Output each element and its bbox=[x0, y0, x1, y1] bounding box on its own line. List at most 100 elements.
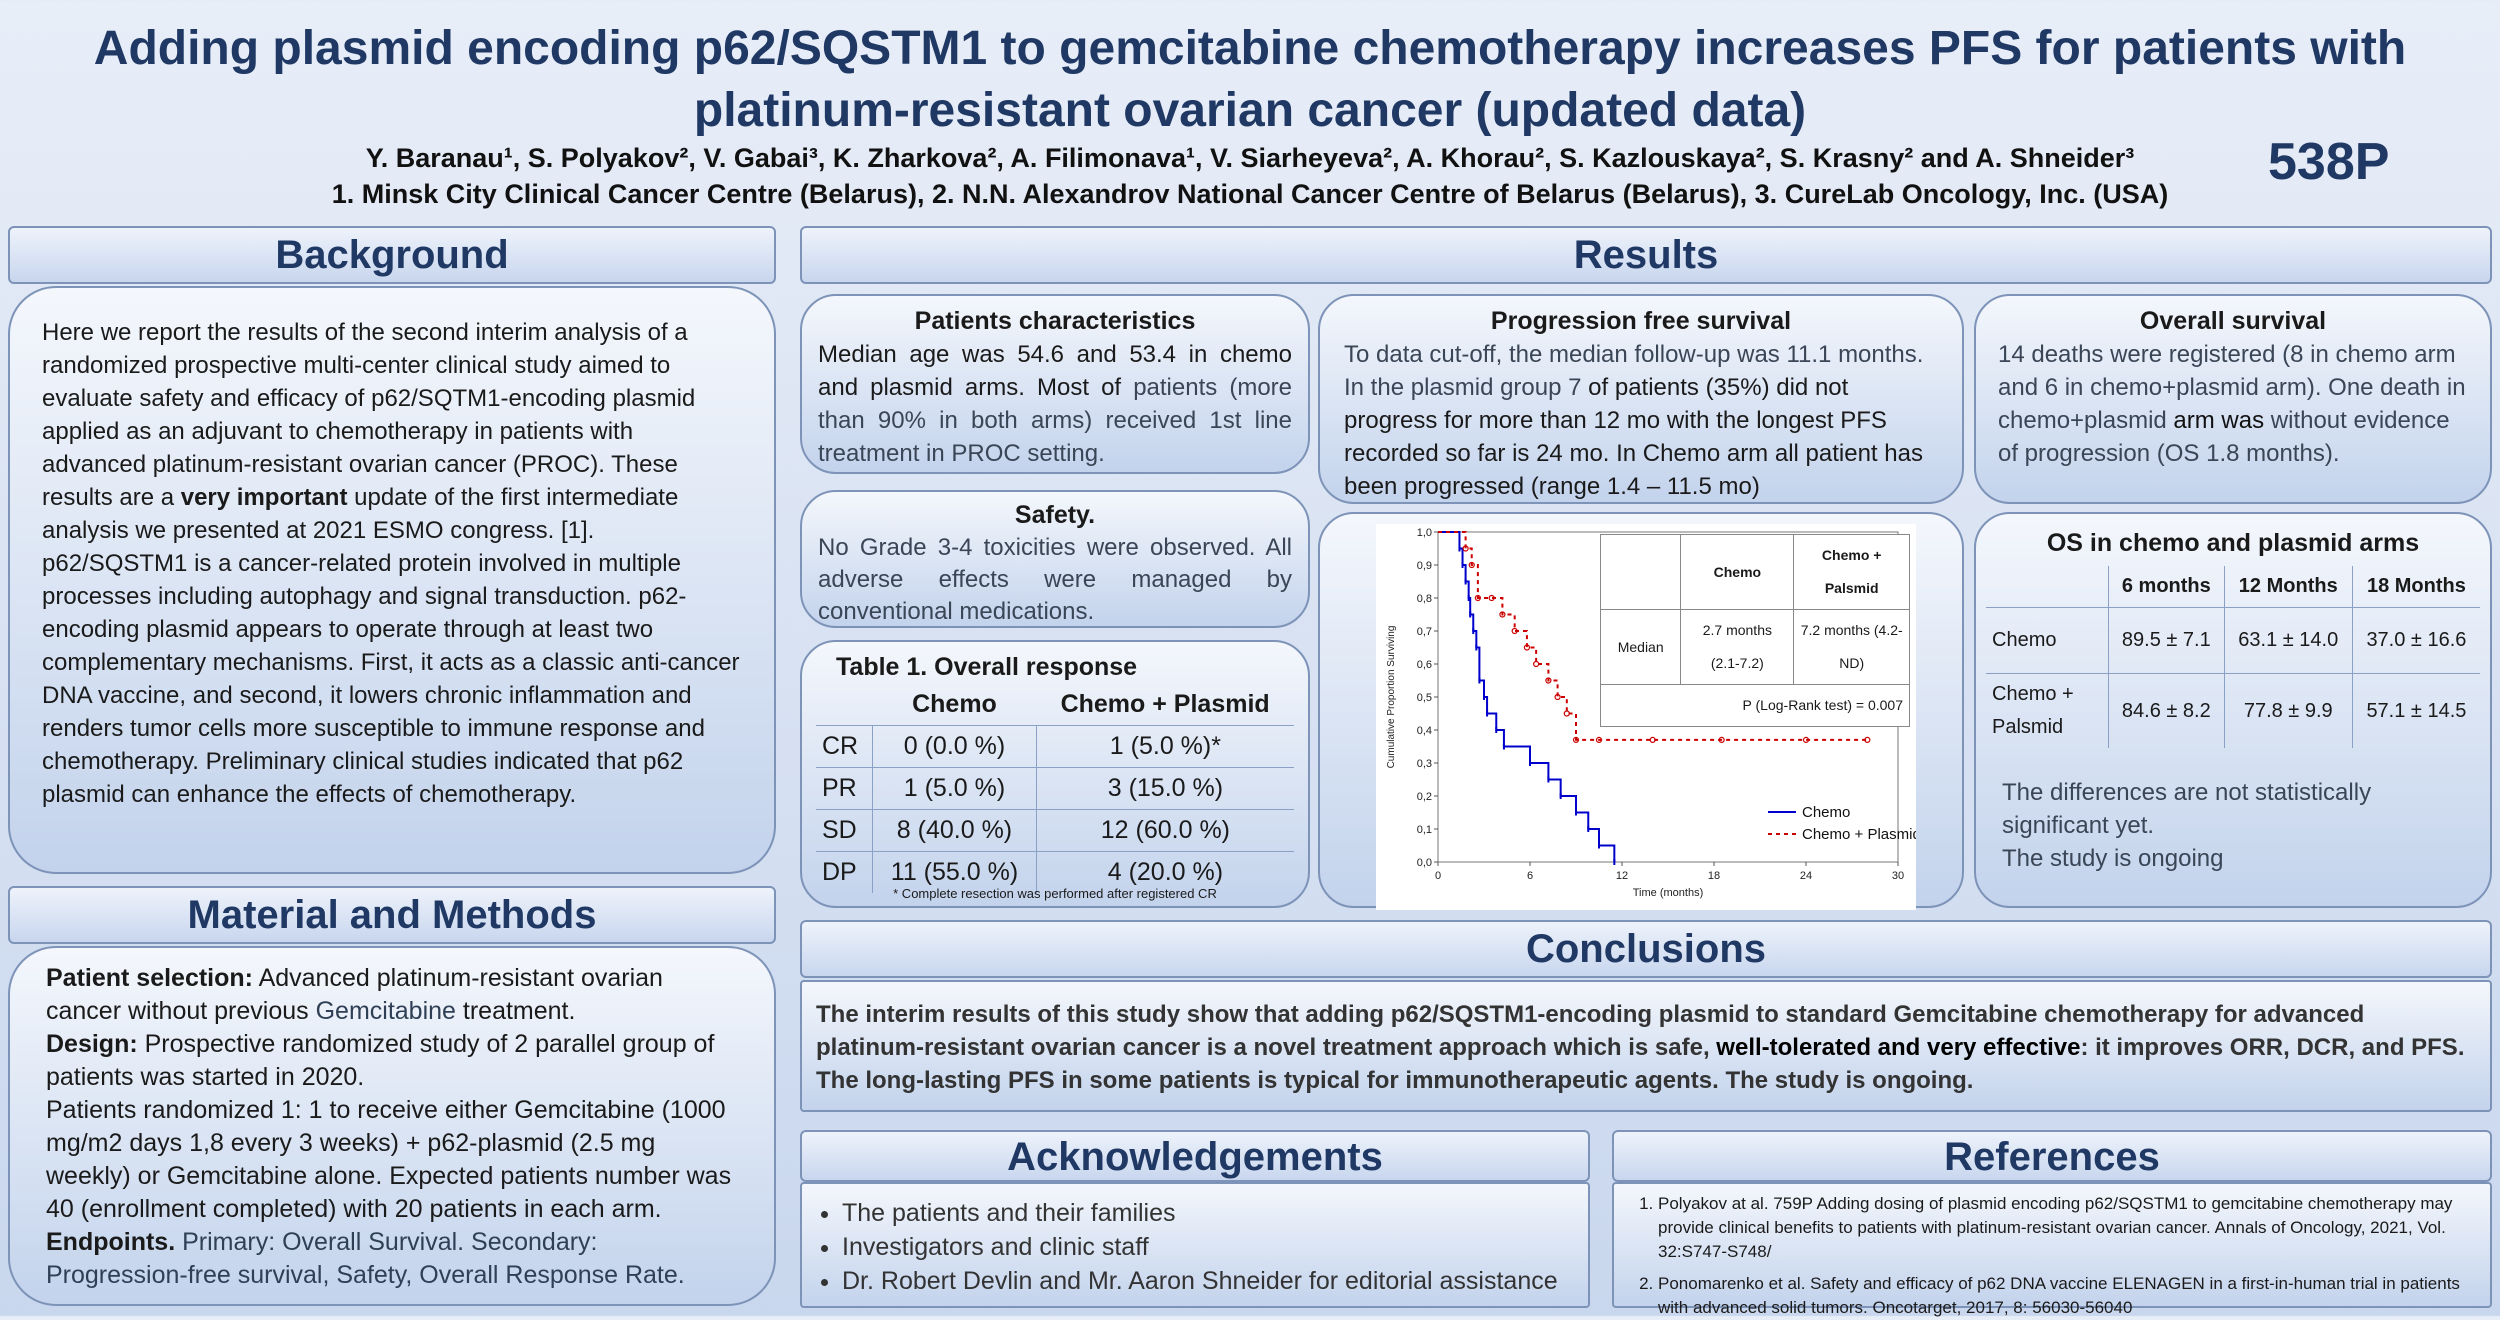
km-plot: 0,0 0,1 0,2 0,3 0,4 0,5 0,6 0,7 0,8 0,9 1,0 0 6 12 18 2… bbox=[1386, 527, 1916, 899]
response-footnote: * Complete resection was performed after… bbox=[893, 886, 1217, 901]
median-table: Chemo Chemo + Palsmid Median 2.7 months … bbox=[1599, 534, 1910, 727]
os-table: 6 months 12 Months 18 Months Chemo 89.5 … bbox=[1986, 566, 2480, 748]
cell-plasmid: 4 (20.0 %) bbox=[1035, 851, 1294, 893]
x-axis-label: Time (months) bbox=[1633, 887, 1704, 899]
ack-box: The patients and their families Investig… bbox=[800, 1182, 1590, 1308]
x-tick-label: 24 bbox=[1800, 870, 1812, 882]
response-title: Table 1. Overall response bbox=[836, 653, 1138, 681]
col-chemo: Chemo bbox=[912, 690, 997, 718]
title-line-2: platinum-resistant ovarian cancer (updat… bbox=[693, 84, 1807, 137]
endpoints-text: Primary: Overall Survival. Secondary: Pr… bbox=[46, 1228, 685, 1289]
y-axis-label: Cumulative Proportion Surviving bbox=[1386, 626, 1397, 769]
row-label: DP bbox=[816, 851, 873, 893]
background-text: Here we report the results of the second… bbox=[42, 316, 742, 811]
background-text-part: update of the first intermediate analysi… bbox=[42, 484, 740, 808]
data-point bbox=[1545, 677, 1552, 684]
x-tick-label: 6 bbox=[1527, 870, 1533, 882]
sel-text: Advanced platinum-resistant ovarian canc… bbox=[46, 964, 663, 1025]
pfs-text-a: To data cut-off, the median follow-up wa… bbox=[1344, 341, 1924, 401]
os-notes: The differences are not statistically si… bbox=[1986, 776, 2480, 875]
pfs-text-b: of patients (35%) did not progress for m… bbox=[1344, 374, 1923, 500]
references-list: Polyakov at al. 759P Adding dosing of pl… bbox=[1624, 1192, 2480, 1320]
km-chart: 0,0 0,1 0,2 0,3 0,4 0,5 0,6 0,7 0,8 0,9 1,0 0 6 12 18 2… bbox=[1376, 524, 1916, 910]
legend-label: Chemo + Plasmid bbox=[1802, 826, 1916, 843]
data-point bbox=[1554, 693, 1561, 701]
os-note-1: The differences are not statistically si… bbox=[2002, 779, 2372, 839]
pfs-text: To data cut-off, the median follow-up wa… bbox=[1344, 338, 1938, 503]
pvalue-row: P (Log-Rank test) = 0.007 bbox=[1600, 684, 1910, 727]
row-label: SD bbox=[816, 809, 873, 852]
series-line-plasmid bbox=[1438, 531, 1868, 741]
cell-chemo: 11 (55.0 %) bbox=[872, 851, 1037, 893]
os-row-label: Chemo bbox=[1986, 607, 2109, 674]
cell-chemo: 8 (40.0 %) bbox=[872, 809, 1037, 852]
authors: Y. Baranau¹, S. Polyakov², V. Gabai³, K.… bbox=[365, 143, 2135, 173]
ack-heading: Acknowledgements bbox=[800, 1130, 1590, 1182]
background-heading: Background bbox=[8, 226, 776, 284]
data-point bbox=[1468, 561, 1475, 569]
ack-list: The patients and their families Investig… bbox=[816, 1196, 1574, 1298]
p-value: P (Log-Rank test) = 0.007 bbox=[1600, 684, 1910, 727]
list-item: Dr. Robert Devlin and Mr. Aaron Shneider… bbox=[842, 1264, 1574, 1298]
design-label: Design: bbox=[46, 1030, 138, 1058]
row-label: CR bbox=[816, 725, 873, 768]
os-cell: 37.0 ± 16.6 bbox=[2351, 607, 2480, 674]
data-point bbox=[1462, 545, 1469, 552]
y-tick-label: 0,6 bbox=[1417, 659, 1432, 671]
data-point bbox=[1533, 660, 1540, 668]
conclusions-emphasis: well-tolerated and very effective bbox=[1716, 1034, 2081, 1061]
col-blank bbox=[816, 684, 873, 726]
patients-title: Patients characteristics bbox=[914, 307, 1196, 335]
patient-selection: Patient selection: Advanced platinum-res… bbox=[46, 962, 742, 1028]
y-tick-label: 0,9 bbox=[1417, 560, 1432, 572]
design: Design: Prospective randomized study of … bbox=[46, 1028, 742, 1094]
os-text: 14 deaths were registered (8 in chemo ar… bbox=[1998, 338, 2468, 470]
background-emphasis: very important bbox=[180, 484, 348, 511]
y-tick-label: 0,8 bbox=[1417, 593, 1432, 605]
col-plasmid: Chemo + Plasmid bbox=[1060, 690, 1270, 718]
references-heading: References bbox=[1612, 1130, 2492, 1182]
pfs-box: Progression free survival To data cut-of… bbox=[1318, 294, 1964, 504]
os-text-c: without evidence of progression (OS 1.8 … bbox=[1998, 407, 2450, 467]
y-tick-label: 0,4 bbox=[1417, 725, 1432, 737]
os-cell: 63.1 ± 14.0 bbox=[2223, 607, 2353, 674]
results-heading: Results bbox=[800, 226, 2492, 284]
author-block: Y. Baranau¹, S. Polyakov², V. Gabai³, K.… bbox=[0, 140, 2500, 212]
conclusions-text-a: The interim results of this study show t… bbox=[816, 1001, 2365, 1061]
os-cell: 84.6 ± 8.2 bbox=[2108, 673, 2225, 748]
data-point bbox=[1523, 644, 1531, 651]
os-text-a: 14 deaths were registered (8 in chemo ar… bbox=[1998, 341, 2466, 434]
median-h-chemo: Chemo bbox=[1680, 534, 1795, 610]
os-col-blank bbox=[1986, 566, 2109, 608]
background-box: Here we report the results of the second… bbox=[8, 286, 776, 874]
safety-box: Safety. No Grade 3-4 toxicities were obs… bbox=[800, 490, 1310, 628]
x-tick-label: 0 bbox=[1435, 870, 1441, 882]
patients-text-a: Median age was 54.6 and 53.4 in chemo an… bbox=[818, 341, 1292, 401]
x-tick-label: 12 bbox=[1616, 870, 1628, 882]
os-note-2: The study is ongoing bbox=[2002, 845, 2224, 872]
data-point bbox=[1488, 594, 1495, 602]
poster-title: Adding plasmid encoding p62/SQSTM1 to ge… bbox=[0, 18, 2500, 142]
data-point bbox=[1563, 710, 1570, 717]
os-text-b: arm was bbox=[2173, 407, 2265, 434]
os-row-label: Chemo + Palsmid bbox=[1986, 673, 2109, 748]
cell-chemo: 0 (0.0 %) bbox=[872, 725, 1037, 768]
randomization: Patients randomized 1: 1 to receive eith… bbox=[46, 1096, 732, 1223]
methods-heading: Material and Methods bbox=[8, 886, 776, 944]
data-point bbox=[1572, 736, 1580, 743]
conclusions-heading: Conclusions bbox=[800, 920, 2492, 978]
y-tick-label: 1,0 bbox=[1417, 527, 1432, 539]
y-tick-label: 0,1 bbox=[1417, 824, 1432, 836]
km-box: 0,0 0,1 0,2 0,3 0,4 0,5 0,6 0,7 0,8 0,9 1,0 0 6 12 18 2… bbox=[1318, 512, 1964, 910]
median-table-grid: Chemo Chemo + Palsmid Median 2.7 months … bbox=[1599, 534, 1910, 727]
table-row: CR 0 (0.0 %) 1 (5.0 %)* bbox=[816, 725, 1294, 768]
os-table-box: OS in chemo and plasmid arms 6 months 12… bbox=[1974, 512, 2492, 908]
median-label: Median bbox=[1599, 609, 1682, 685]
data-point bbox=[1595, 736, 1603, 743]
y-tick-label: 0,5 bbox=[1417, 692, 1432, 704]
patients-box: Patients characteristics Median age was … bbox=[800, 294, 1310, 474]
table-row: PR 1 (5.0 %) 3 (15.0 %) bbox=[816, 767, 1294, 810]
series-line-chemo bbox=[1438, 531, 1616, 862]
conclusions-text-c: : it improves ORR, DCR, and PFS. The lon… bbox=[816, 1034, 2465, 1094]
y-tick-label: 0,7 bbox=[1417, 626, 1432, 638]
